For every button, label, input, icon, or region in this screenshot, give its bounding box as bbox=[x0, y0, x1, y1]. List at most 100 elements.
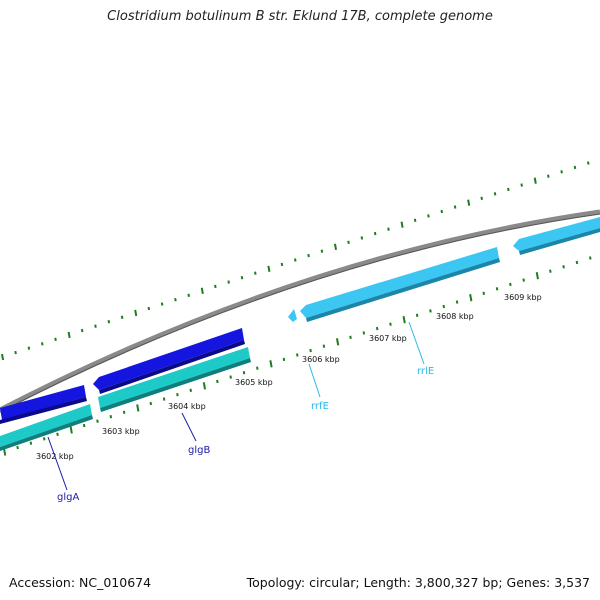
inner-tick-ring bbox=[3, 256, 592, 456]
outer-tick-28 bbox=[373, 231, 377, 236]
inner-tick-29 bbox=[389, 322, 392, 326]
outer-tick-38 bbox=[507, 187, 510, 192]
outer-tick-35 bbox=[467, 199, 471, 206]
inner-tick-37 bbox=[495, 287, 499, 291]
inner-tick-32 bbox=[429, 309, 432, 313]
inner-tick-40 bbox=[535, 271, 539, 280]
inner-tick-13 bbox=[176, 393, 179, 397]
inner-tick-14 bbox=[189, 388, 192, 392]
gene-teal-glgA[interactable] bbox=[0, 404, 92, 447]
leader-rrfE bbox=[308, 363, 321, 398]
scale-label-3603: 3603 kbp bbox=[102, 427, 140, 436]
outer-tick-22 bbox=[294, 258, 297, 262]
gene-blue-glgA[interactable] bbox=[0, 385, 86, 420]
gene-label-rrfE[interactable]: rrfE bbox=[311, 401, 329, 412]
inner-tick-5 bbox=[69, 426, 73, 434]
inner-tick-43 bbox=[575, 260, 579, 265]
outer-tick-27 bbox=[360, 236, 364, 240]
inner-tick-11 bbox=[149, 401, 153, 406]
rna-rrfE[interactable] bbox=[288, 309, 297, 322]
inner-tick-28 bbox=[375, 326, 379, 331]
outer-tick-18 bbox=[240, 275, 244, 280]
outer-tick-20 bbox=[267, 265, 271, 272]
outer-tick-7 bbox=[94, 324, 97, 328]
outer-tick-44 bbox=[587, 161, 590, 165]
inner-tick-17 bbox=[229, 375, 232, 379]
gene-blue-glgB[interactable] bbox=[93, 328, 244, 390]
outer-tick-0 bbox=[1, 353, 5, 361]
gene-label-glgB[interactable]: glgB bbox=[188, 445, 210, 456]
leader-glgB bbox=[181, 412, 197, 442]
outer-tick-10 bbox=[134, 309, 138, 317]
inner-tick-26 bbox=[349, 335, 352, 340]
outer-tick-37 bbox=[493, 192, 497, 196]
outer-tick-21 bbox=[280, 262, 284, 267]
outer-tick-23 bbox=[307, 253, 310, 258]
inner-tick-39 bbox=[522, 278, 525, 282]
inner-tick-1 bbox=[16, 445, 19, 450]
inner-tick-20 bbox=[269, 360, 273, 368]
outer-tick-32 bbox=[427, 214, 430, 218]
outer-tick-36 bbox=[480, 196, 483, 200]
outer-tick-3 bbox=[40, 342, 44, 346]
outer-tick-26 bbox=[347, 240, 350, 245]
inner-tick-38 bbox=[509, 282, 512, 287]
inner-tick-31 bbox=[415, 313, 419, 317]
inner-tick-10 bbox=[136, 404, 140, 412]
inner-tick-36 bbox=[482, 291, 485, 295]
rna-rrlE[interactable] bbox=[300, 247, 499, 318]
outer-tick-11 bbox=[147, 306, 151, 311]
inner-tick-42 bbox=[562, 265, 565, 269]
outer-tick-9 bbox=[120, 315, 124, 319]
inner-tick-3 bbox=[42, 437, 46, 441]
gene-label-glgA[interactable]: glgA bbox=[57, 492, 79, 503]
outer-tick-24 bbox=[320, 249, 324, 253]
inner-tick-2 bbox=[29, 441, 33, 445]
outer-tick-19 bbox=[254, 271, 257, 275]
outer-tick-33 bbox=[440, 209, 444, 214]
scale-label-3606: 3606 kbp bbox=[302, 355, 340, 364]
scale-label-3607: 3607 kbp bbox=[369, 334, 407, 343]
inner-tick-33 bbox=[442, 304, 446, 309]
inner-tick-27 bbox=[362, 331, 366, 335]
inner-tick-7 bbox=[96, 419, 99, 423]
outer-tick-17 bbox=[227, 280, 230, 284]
accession-label: Accession: NC_010674 bbox=[9, 575, 152, 590]
outer-tick-43 bbox=[573, 165, 577, 170]
outer-tick-30 bbox=[400, 221, 404, 228]
scale-label-3609: 3609 kbp bbox=[504, 293, 542, 302]
inner-tick-15 bbox=[202, 382, 207, 390]
inner-tick-25 bbox=[335, 338, 340, 346]
outer-tick-39 bbox=[520, 183, 523, 187]
inner-tick-9 bbox=[122, 410, 126, 414]
inner-tick-34 bbox=[455, 300, 459, 304]
outer-tick-1 bbox=[14, 350, 17, 355]
inner-tick-12 bbox=[162, 397, 166, 401]
outer-tick-41 bbox=[547, 174, 550, 178]
inner-tick-44 bbox=[589, 256, 592, 260]
outer-tick-14 bbox=[187, 293, 190, 297]
outer-tick-5 bbox=[67, 331, 71, 339]
outer-tick-ring bbox=[1, 161, 590, 361]
outer-tick-13 bbox=[174, 298, 177, 302]
inner-tick-18 bbox=[242, 370, 246, 375]
rna-right[interactable] bbox=[513, 217, 600, 251]
inner-tick-21 bbox=[282, 357, 286, 362]
outer-tick-8 bbox=[107, 320, 111, 324]
outer-tick-4 bbox=[54, 337, 57, 342]
outer-tick-16 bbox=[214, 284, 217, 289]
outer-tick-34 bbox=[453, 205, 457, 209]
outer-tick-29 bbox=[387, 227, 390, 231]
outer-tick-12 bbox=[160, 302, 164, 306]
scale-label-3604: 3604 kbp bbox=[168, 402, 206, 411]
genome-title: Clostridium botulinum B str. Eklund 17B,… bbox=[107, 9, 493, 24]
inner-tick-16 bbox=[216, 379, 219, 384]
outer-tick-40 bbox=[533, 177, 537, 184]
outer-tick-31 bbox=[413, 218, 417, 222]
gene-teal-glgB[interactable] bbox=[98, 347, 250, 408]
leader-glgA bbox=[47, 436, 68, 491]
gene-label-rrlE[interactable]: rrlE bbox=[417, 366, 434, 377]
genome-backbone bbox=[0, 209, 600, 413]
inner-tick-4 bbox=[56, 432, 59, 437]
